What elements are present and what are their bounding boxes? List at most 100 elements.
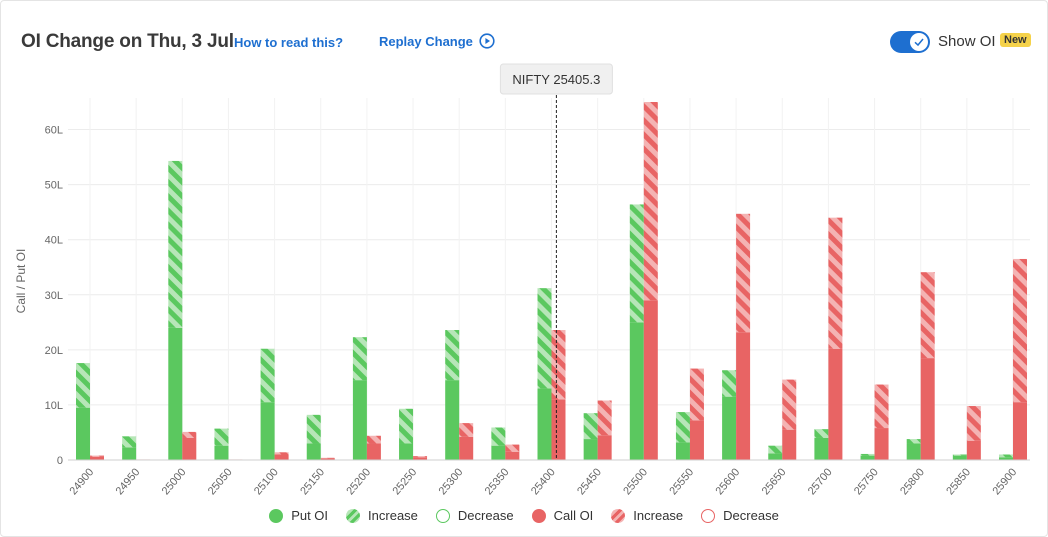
put-oi-bar[interactable] — [168, 327, 183, 460]
call-increase-bar[interactable] — [1013, 258, 1027, 403]
call-increase-bar[interactable] — [920, 272, 935, 359]
call-increase-bar[interactable] — [643, 102, 658, 301]
call-oi-bar[interactable] — [182, 437, 197, 460]
call-increase-bar[interactable] — [320, 457, 335, 459]
call-increase-bar[interactable] — [782, 379, 797, 430]
call-increase-bar[interactable] — [597, 400, 612, 436]
legend-item-put-dec[interactable]: Decrease — [435, 508, 514, 523]
call-oi-bar[interactable] — [689, 420, 704, 460]
call-oi-bar[interactable] — [274, 454, 289, 460]
call-increase-bar[interactable] — [459, 423, 474, 437]
call-oi-bar[interactable] — [966, 440, 981, 460]
y-axis-label: Call / Put OI — [14, 249, 28, 314]
put-increase-bar[interactable] — [722, 370, 737, 397]
call-increase-bar[interactable] — [90, 455, 104, 457]
put-oi-bar[interactable] — [214, 445, 229, 460]
call-oi-bar[interactable] — [413, 457, 428, 460]
put-increase-bar[interactable] — [537, 288, 552, 389]
y-tick-label: 40L — [45, 235, 63, 247]
call-increase-bar[interactable] — [736, 213, 751, 333]
call-oi-bar[interactable] — [551, 399, 566, 460]
put-oi-bar[interactable] — [722, 396, 737, 460]
call-oi-bar[interactable] — [920, 358, 935, 460]
legend-item-put-inc[interactable]: Increase — [346, 508, 418, 523]
call-increase-bar[interactable] — [274, 452, 289, 455]
legend-item-put-solid[interactable]: Put OI — [269, 508, 328, 523]
call-oi-bar[interactable] — [459, 436, 474, 460]
legend-item-call-solid[interactable]: Call OI — [531, 508, 593, 523]
put-increase-bar[interactable] — [445, 330, 460, 381]
put-increase-bar[interactable] — [860, 453, 875, 456]
put-increase-bar[interactable] — [168, 160, 183, 328]
call-oi-bar[interactable] — [736, 332, 751, 460]
replay-change-button[interactable]: Replay Change — [379, 33, 495, 49]
put-oi-bar[interactable] — [445, 380, 460, 460]
put-increase-bar[interactable] — [399, 408, 414, 444]
put-increase-bar[interactable] — [583, 413, 598, 440]
call-increase-bar[interactable] — [505, 444, 520, 452]
legend-swatch-icon — [269, 508, 284, 523]
put-oi-bar[interactable] — [675, 442, 690, 460]
put-increase-bar[interactable] — [629, 204, 644, 323]
legend-item-call-dec[interactable]: Decrease — [701, 508, 779, 523]
put-increase-bar[interactable] — [906, 439, 921, 444]
put-increase-bar[interactable] — [352, 337, 367, 381]
put-oi-bar[interactable] — [814, 437, 829, 460]
call-oi-bar[interactable] — [90, 456, 104, 460]
call-increase-bar[interactable] — [366, 435, 381, 444]
put-increase-bar[interactable] — [675, 412, 690, 443]
how-to-read-link[interactable]: How to read this? — [234, 35, 344, 50]
put-oi-bar[interactable] — [906, 443, 921, 460]
call-oi-bar[interactable] — [505, 451, 520, 460]
call-oi-bar[interactable] — [366, 443, 381, 460]
legend-item-call-inc[interactable]: Increase — [611, 508, 683, 523]
put-increase-bar[interactable] — [768, 445, 783, 454]
put-oi-bar[interactable] — [399, 443, 414, 460]
call-oi-bar[interactable] — [874, 428, 889, 460]
put-oi-bar[interactable] — [260, 402, 275, 460]
call-oi-bar[interactable] — [782, 429, 797, 460]
chart-bars — [76, 102, 1027, 460]
x-tick-label: 25600 — [714, 466, 743, 497]
call-increase-bar[interactable] — [874, 384, 889, 429]
play-circle-icon — [479, 33, 495, 49]
put-oi-bar[interactable] — [629, 322, 644, 460]
show-oi-toggle[interactable] — [890, 31, 930, 53]
put-increase-bar[interactable] — [814, 429, 829, 438]
call-increase-bar[interactable] — [689, 368, 704, 421]
put-oi-bar[interactable] — [306, 443, 321, 460]
put-increase-bar[interactable] — [260, 348, 275, 403]
check-icon — [910, 33, 928, 51]
put-oi-bar[interactable] — [952, 455, 967, 460]
call-increase-bar[interactable] — [182, 431, 197, 438]
put-oi-bar[interactable] — [76, 407, 90, 460]
put-increase-bar[interactable] — [952, 454, 967, 456]
x-tick-label: 25800 — [898, 466, 927, 497]
put-increase-bar[interactable] — [76, 363, 90, 408]
call-oi-bar[interactable] — [1013, 402, 1027, 460]
call-oi-bar[interactable] — [828, 348, 843, 460]
call-oi-bar[interactable] — [320, 458, 335, 460]
legend-label: Decrease — [723, 508, 779, 523]
put-oi-bar[interactable] — [122, 447, 137, 460]
put-oi-bar[interactable] — [491, 445, 506, 460]
put-oi-bar[interactable] — [860, 455, 875, 460]
call-oi-bar[interactable] — [643, 300, 658, 460]
put-oi-bar[interactable] — [352, 380, 367, 460]
put-increase-bar[interactable] — [999, 454, 1013, 458]
call-increase-bar[interactable] — [966, 406, 981, 441]
call-increase-bar[interactable] — [413, 456, 428, 458]
put-oi-bar[interactable] — [999, 457, 1013, 460]
call-increase-bar[interactable] — [828, 217, 843, 349]
put-increase-bar[interactable] — [491, 427, 506, 446]
put-oi-bar[interactable] — [768, 453, 783, 460]
put-oi-bar[interactable] — [583, 439, 598, 460]
legend-label: Increase — [368, 508, 418, 523]
put-increase-bar[interactable] — [214, 428, 229, 446]
put-increase-bar[interactable] — [122, 436, 137, 448]
x-tick-label: 25750 — [852, 466, 881, 497]
put-increase-bar[interactable] — [306, 414, 321, 444]
put-oi-bar[interactable] — [537, 388, 552, 460]
call-increase-bar[interactable] — [551, 330, 566, 400]
call-oi-bar[interactable] — [597, 435, 612, 460]
